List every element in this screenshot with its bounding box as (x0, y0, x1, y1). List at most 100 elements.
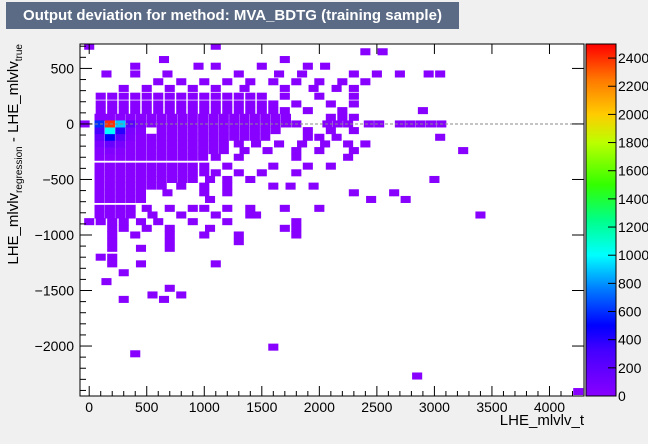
heatmap-bin (239, 147, 250, 155)
heatmap-bin (208, 113, 219, 121)
heatmap-bin (187, 162, 198, 170)
heatmap-bin (164, 284, 175, 292)
heatmap-bin (233, 169, 244, 177)
heatmap-bin (429, 175, 440, 183)
heatmap-bin (222, 92, 233, 100)
heatmap-bin (279, 84, 290, 92)
heatmap-bin (125, 127, 136, 135)
heatmap-bin (162, 70, 173, 78)
heatmap-bin (118, 295, 129, 303)
heatmap-bin (348, 70, 359, 78)
heatmap-bin (130, 70, 141, 78)
heatmap-bin (130, 62, 141, 70)
x-tick-label: 3500 (476, 399, 507, 415)
heatmap-bin (146, 147, 157, 155)
heatmap-bin (118, 84, 129, 92)
heatmap-bin (337, 78, 348, 86)
x-tick-label: 2000 (304, 399, 335, 415)
heatmap-bin (348, 189, 359, 197)
heatmap-bin (156, 127, 167, 135)
z-tick-label: 0 (618, 388, 626, 404)
heatmap-bin (199, 100, 210, 108)
heatmap-bin (94, 120, 105, 128)
heatmap-bin (118, 100, 129, 108)
heatmap-bin (187, 204, 198, 212)
heatmap-bin (158, 56, 170, 64)
heatmap-bin (256, 62, 267, 70)
heatmap-bin (268, 100, 279, 108)
heatmap-bin (94, 140, 105, 148)
heatmap-bin (107, 253, 118, 261)
heatmap-bin (233, 231, 244, 239)
heatmap-bin (208, 127, 219, 135)
heatmap-bin (210, 84, 221, 92)
heatmap-bin (187, 107, 198, 115)
heatmap-bin (104, 133, 115, 141)
heatmap-bin (325, 113, 336, 121)
heatmap-bin (107, 238, 118, 246)
heatmap-bin (135, 162, 147, 170)
heatmap-bin (156, 153, 167, 161)
heatmap-bin (104, 147, 115, 155)
heatmap-bin (94, 175, 105, 183)
z-tick-label: 1400 (618, 191, 648, 207)
heatmap-bin (222, 78, 233, 86)
color-scale-bar (585, 43, 617, 397)
heatmap-bin (229, 133, 240, 141)
heatmap-bin (198, 147, 209, 155)
heatmap-bin (177, 133, 188, 141)
heatmap-bin (146, 113, 157, 121)
heatmap-bin (229, 120, 240, 128)
heatmap-bin (270, 127, 281, 135)
heatmap-bin (249, 127, 260, 135)
heatmap-bin (187, 153, 198, 161)
y-tick-label: −2000 (35, 338, 75, 354)
heatmap-bin (435, 133, 446, 141)
heatmap-bin (218, 120, 229, 128)
heatmap-bin (177, 127, 188, 135)
heatmap-bin (260, 133, 271, 141)
heatmap-bin (94, 147, 105, 155)
heatmap-bin (204, 224, 216, 232)
heatmap-bin (176, 291, 187, 299)
heatmap-bin (115, 133, 126, 141)
heatmap-bin (95, 218, 106, 226)
x-tick-label: 500 (135, 399, 159, 415)
heatmap-bin (167, 147, 178, 155)
heatmap-bin (125, 211, 136, 219)
heatmap-bin (239, 113, 250, 121)
heatmap-bin (125, 147, 136, 155)
x-tick-label: 1000 (189, 399, 220, 415)
heatmap-bin (156, 175, 167, 183)
heatmap-bin (95, 253, 106, 261)
z-tick-label: 2200 (618, 78, 648, 94)
heatmap-bin (167, 127, 178, 135)
heatmap-bin (104, 113, 115, 121)
heatmap-bin (187, 113, 198, 121)
heatmap-bin (135, 182, 147, 190)
heatmap-bin (156, 133, 167, 141)
heatmap-bin (156, 140, 167, 148)
heatmap-bin (210, 92, 221, 100)
heatmap-bin (218, 113, 229, 121)
bins-layer (80, 44, 584, 396)
x-tick-label: 0 (85, 399, 93, 415)
heatmap-bin (104, 162, 115, 170)
heatmap-bin (233, 70, 244, 78)
heatmap-bin (167, 169, 178, 177)
heatmap-bin (104, 153, 115, 161)
heatmap-bin (348, 100, 359, 108)
heatmap-bin (233, 140, 244, 148)
y-axis-label: LHE_mlvlvregression - LHE_mlvlvtrue (5, 44, 25, 265)
x-tick-label: 4000 (534, 399, 565, 415)
heatmap-bin (291, 147, 302, 155)
heatmap-bin (199, 189, 210, 197)
heatmap-bin (167, 113, 178, 121)
heatmap-bin (146, 175, 157, 183)
heatmap-bin (135, 113, 147, 121)
heatmap-bin (218, 133, 229, 141)
heatmap-bin (101, 70, 112, 78)
heatmap-bin (199, 182, 210, 190)
heatmap-bin (208, 140, 219, 148)
heatmap-bin (198, 133, 209, 141)
